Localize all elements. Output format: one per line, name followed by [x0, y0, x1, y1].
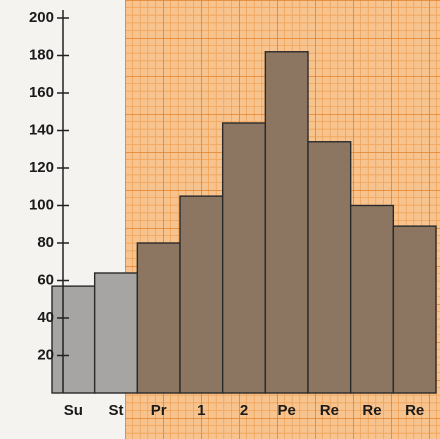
y-tick-label: 60 — [37, 271, 54, 288]
y-tick-label: 40 — [37, 309, 54, 326]
x-tick-label: 1 — [197, 402, 205, 419]
y-tick-label: 180 — [29, 46, 54, 63]
x-tick-label: Re — [405, 402, 424, 419]
bar — [93, 272, 139, 394]
x-tick-label: Re — [362, 402, 381, 419]
x-tick-label: Su — [64, 402, 83, 419]
y-tick-label: 160 — [29, 84, 54, 101]
y-tick-label: 200 — [29, 9, 54, 26]
y-tick-label: 80 — [37, 234, 54, 251]
bar — [179, 195, 224, 394]
y-tick-label: 120 — [29, 159, 54, 176]
bar — [264, 51, 309, 394]
x-tick-label: Pr — [151, 402, 167, 419]
x-tick-label: St — [109, 402, 124, 419]
bar — [136, 242, 181, 394]
y-tick-label: 20 — [37, 346, 54, 363]
y-tick-label: 100 — [29, 196, 54, 213]
x-tick-label: Re — [320, 402, 339, 419]
x-tick-label: 2 — [240, 402, 248, 419]
x-tick-label: Pe — [277, 402, 295, 419]
bar — [392, 225, 437, 394]
bar — [307, 141, 352, 394]
bar — [221, 122, 267, 394]
bar — [349, 204, 395, 394]
bar — [51, 285, 96, 394]
y-tick-label: 140 — [29, 121, 54, 138]
